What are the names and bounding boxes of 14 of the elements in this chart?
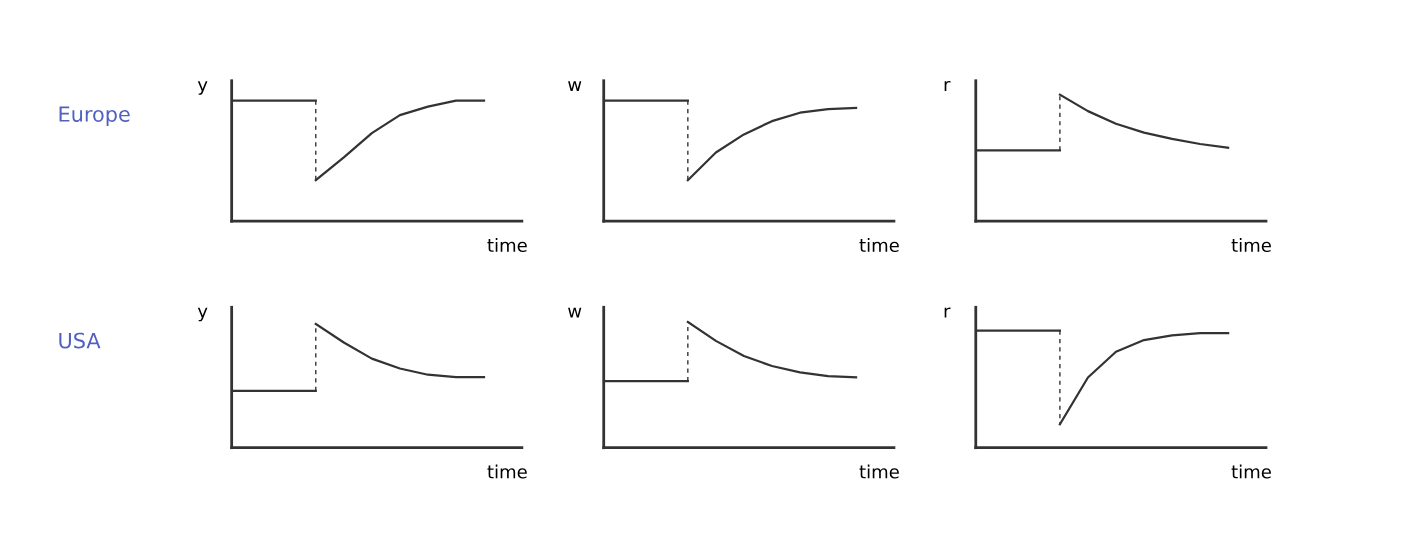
- y-axis-title: w: [568, 81, 582, 92]
- x-axis-title: time: [1231, 464, 1271, 479]
- x-axis-title: time: [1231, 238, 1271, 253]
- x-axis-title: time: [859, 238, 899, 253]
- x-axis-title: time: [487, 238, 527, 253]
- y-axis-title: r: [944, 80, 951, 92]
- y-axis-title: w: [568, 307, 582, 318]
- x-axis-title: time: [487, 464, 527, 479]
- y-axis-title: r: [944, 307, 951, 318]
- x-axis-title: time: [859, 464, 899, 479]
- y-axis-title: y: [197, 307, 208, 322]
- text: USA: [59, 332, 101, 349]
- y-axis-title: y: [197, 81, 208, 95]
- text: Europe: [59, 106, 130, 126]
